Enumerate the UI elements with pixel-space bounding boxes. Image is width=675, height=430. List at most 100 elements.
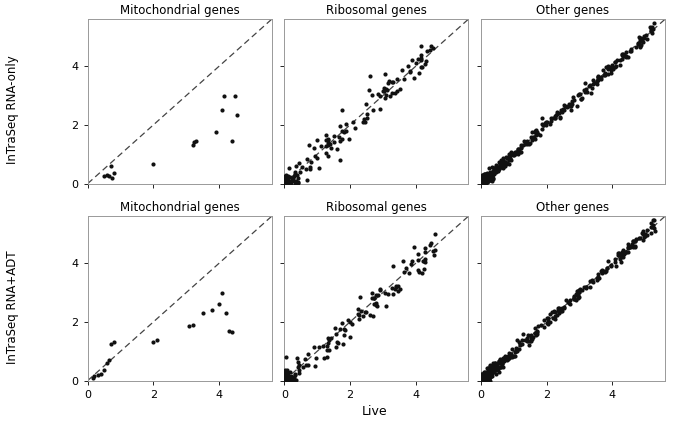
Point xyxy=(480,177,491,184)
Point xyxy=(484,369,495,375)
Point xyxy=(281,179,292,186)
Point xyxy=(483,370,493,377)
Point xyxy=(422,47,433,54)
Point xyxy=(481,171,492,178)
Point xyxy=(478,373,489,380)
Point xyxy=(574,293,585,300)
Point xyxy=(592,78,603,85)
Point xyxy=(599,71,610,78)
Point xyxy=(634,234,645,241)
Point xyxy=(381,303,392,310)
Point xyxy=(512,148,522,155)
Point xyxy=(219,92,230,99)
Point xyxy=(281,375,292,381)
Point xyxy=(332,338,343,345)
Point xyxy=(340,326,350,333)
Point xyxy=(554,305,564,312)
Point xyxy=(427,247,438,254)
Point xyxy=(585,81,596,88)
Point xyxy=(387,284,398,291)
Point xyxy=(483,175,493,182)
Point xyxy=(487,172,497,179)
Point xyxy=(477,180,487,187)
Point xyxy=(486,163,497,170)
Point xyxy=(285,179,296,186)
Point xyxy=(285,179,296,186)
Point xyxy=(622,244,633,251)
Point xyxy=(601,265,612,272)
Point xyxy=(649,227,660,234)
Point xyxy=(487,168,498,175)
Point xyxy=(483,177,493,184)
Point xyxy=(148,339,159,346)
Point xyxy=(369,295,379,301)
Point xyxy=(281,177,292,184)
Point xyxy=(478,172,489,179)
Point xyxy=(497,163,508,170)
Point xyxy=(418,265,429,272)
Point xyxy=(482,175,493,182)
Point xyxy=(321,142,331,149)
Point xyxy=(484,366,495,373)
Point xyxy=(426,240,437,247)
Point xyxy=(523,341,534,348)
Point xyxy=(223,327,234,334)
Point xyxy=(478,375,489,382)
Point xyxy=(288,376,298,383)
Point xyxy=(562,104,572,111)
Point xyxy=(487,172,498,178)
Point xyxy=(532,327,543,334)
Point xyxy=(486,367,497,374)
Point xyxy=(495,363,506,370)
Point xyxy=(630,242,641,249)
Point xyxy=(615,251,626,258)
Point xyxy=(495,161,506,168)
Point xyxy=(339,332,350,338)
Point xyxy=(550,115,561,122)
Point xyxy=(279,374,290,381)
Point xyxy=(188,142,198,149)
Point xyxy=(487,169,497,176)
Point xyxy=(279,372,290,378)
Point xyxy=(190,138,201,144)
Point xyxy=(485,372,496,378)
Point xyxy=(383,79,394,86)
Point xyxy=(479,374,489,381)
Point xyxy=(483,367,494,374)
Point xyxy=(482,373,493,380)
Point xyxy=(624,244,635,251)
Point xyxy=(485,177,496,184)
Point xyxy=(477,372,488,379)
Point xyxy=(617,56,628,63)
Point xyxy=(476,179,487,186)
Point xyxy=(396,67,407,74)
Point xyxy=(389,89,400,96)
Point xyxy=(500,354,510,361)
Point xyxy=(497,356,508,363)
Point xyxy=(512,146,523,153)
Point xyxy=(585,278,595,285)
Point xyxy=(280,175,291,182)
Point xyxy=(325,140,335,147)
Point xyxy=(476,180,487,187)
Point xyxy=(281,367,292,374)
Point xyxy=(645,24,655,31)
Point xyxy=(326,335,337,341)
Point xyxy=(612,56,622,63)
Point xyxy=(378,87,389,94)
Point xyxy=(478,174,489,181)
Point xyxy=(280,180,291,187)
Point xyxy=(403,63,414,70)
Point xyxy=(477,173,488,180)
Point xyxy=(487,173,498,180)
Point xyxy=(479,175,489,182)
Point xyxy=(480,175,491,182)
Point xyxy=(357,312,368,319)
Point xyxy=(564,300,575,307)
Point xyxy=(477,374,487,381)
Point xyxy=(485,170,496,177)
Point xyxy=(484,375,495,381)
Point xyxy=(392,76,402,83)
Point xyxy=(571,290,582,297)
Point xyxy=(497,155,508,162)
